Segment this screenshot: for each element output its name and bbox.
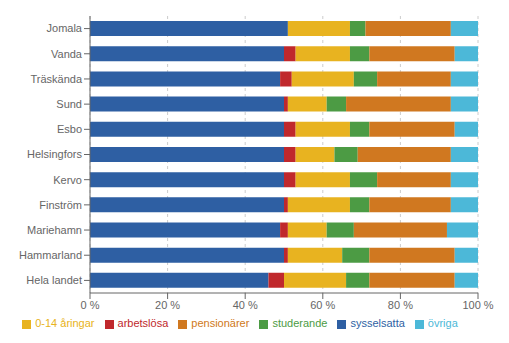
svg-text:Träskända: Träskända	[30, 73, 82, 85]
html-text:studerande: studerande	[272, 317, 328, 329]
svg-text:Jomala: Jomala	[47, 22, 83, 34]
svg-text:Sund: Sund	[56, 98, 82, 110]
svg-text:Kervo: Kervo	[53, 174, 82, 186]
svg-text:40 %: 40 %	[233, 299, 258, 311]
svg-text:Vanda: Vanda	[51, 48, 83, 60]
svg-text:Hammarland: Hammarland	[19, 249, 82, 261]
svg-text:0 %: 0 %	[81, 299, 100, 311]
html-text:pensionärer: pensionärer	[191, 317, 250, 329]
html-text:0-14 åringar: 0-14 åringar	[35, 317, 95, 329]
svg-text:Esbo: Esbo	[57, 123, 82, 135]
svg-text:80 %: 80 %	[388, 299, 413, 311]
svg-text:Hela landet: Hela landet	[26, 274, 82, 286]
html-text:övriga: övriga	[427, 317, 458, 329]
html-text:sysselsatta: sysselsatta	[350, 317, 405, 329]
svg-text:100 %: 100 %	[462, 299, 493, 311]
svg-text:Mariehamn: Mariehamn	[27, 224, 82, 236]
svg-text:Helsingfors: Helsingfors	[27, 148, 83, 160]
svg-text:60 %: 60 %	[310, 299, 335, 311]
html-text:arbetslösa: arbetslösa	[117, 317, 169, 329]
svg-text:20 %: 20 %	[155, 299, 180, 311]
svg-text:Finström: Finström	[39, 199, 82, 211]
